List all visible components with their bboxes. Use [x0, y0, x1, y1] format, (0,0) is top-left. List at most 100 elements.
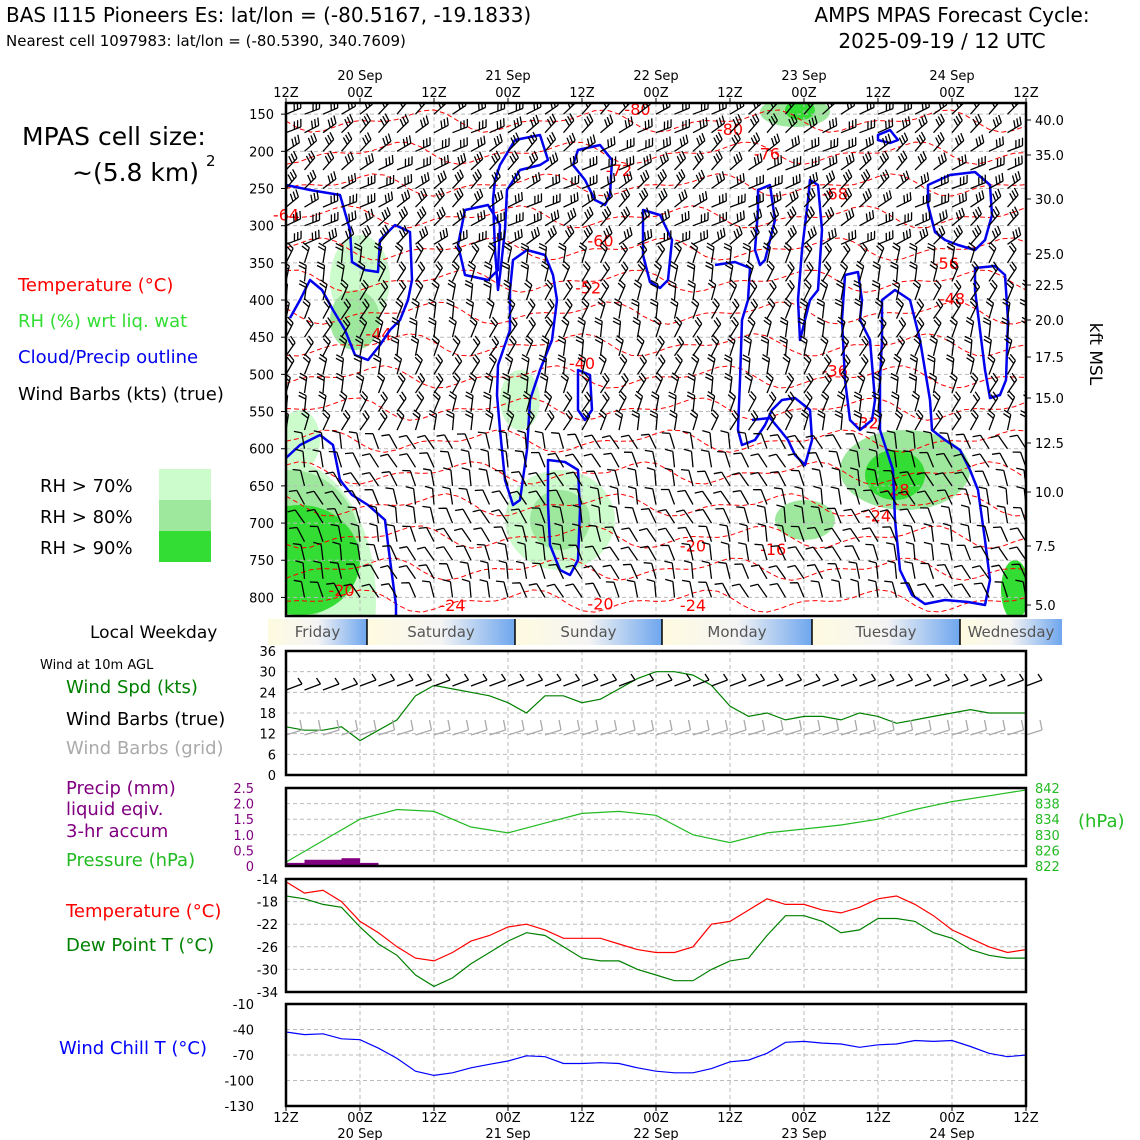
wind-barb: [698, 581, 713, 598]
wind-barb: [885, 542, 898, 561]
wind-barb: [544, 225, 557, 245]
wind-barb: [415, 156, 432, 171]
wind-barb: [692, 169, 706, 189]
wind-barb: [633, 279, 643, 301]
wind-barb: [694, 490, 713, 505]
wind-barb-true: [489, 673, 507, 687]
wind-barb: [405, 486, 417, 505]
weekday-segment: [515, 619, 662, 645]
wind-barb: [433, 227, 449, 245]
wind-barb: [700, 449, 713, 468]
wind-barb: [396, 173, 413, 190]
wind-barb: [359, 298, 370, 319]
wind-barb: [923, 541, 935, 561]
temperature-contour-label: -80: [717, 120, 743, 139]
wind-barb: [377, 279, 389, 301]
wind-barb: [353, 354, 363, 375]
wind-barb: [618, 206, 631, 227]
bottom-tick-label: 12Z: [421, 1111, 447, 1126]
temperature-contour-label: -20: [587, 594, 613, 613]
wind-barb: [785, 206, 797, 227]
wind-barb: [599, 242, 608, 264]
wind-barb: [391, 316, 400, 338]
temperature-contour: [286, 589, 1026, 613]
wind-barb: [359, 113, 371, 134]
wind-barb: [904, 560, 916, 579]
wind-barb: [840, 354, 851, 375]
wind-barb: [640, 545, 657, 561]
wind-barb: [988, 225, 1002, 245]
wind-barb: [355, 335, 364, 356]
wind-barb: [655, 136, 672, 152]
wind-barb: [317, 242, 327, 263]
wind-barb: [748, 192, 764, 208]
temperature-contour: [286, 333, 1026, 357]
wind-barb: [286, 118, 302, 134]
wind-barb: [399, 453, 417, 468]
wind-barb: [414, 391, 425, 412]
wind-barb: [879, 509, 898, 524]
wind-barb: [877, 316, 887, 338]
kft-tick-label: 22.5: [1035, 279, 1064, 294]
wind-barb: [935, 452, 953, 468]
wind-barb: [909, 261, 918, 282]
pressure-tick-label: 250: [249, 183, 274, 198]
wind-barb: [766, 260, 775, 282]
wind-barb: [436, 434, 454, 450]
wind-barb: [340, 316, 351, 338]
wind-barb: [467, 260, 476, 282]
wind-barb: [602, 546, 620, 561]
wind-barb: [797, 317, 807, 338]
wind-barb: [933, 113, 945, 134]
wind-barb: [632, 316, 641, 338]
wind-barb: [894, 409, 904, 431]
wind-barb: [298, 279, 308, 301]
wind-barb: [517, 541, 528, 561]
wind-barb: [640, 508, 657, 524]
wind-barb: [841, 103, 842, 104]
wind-barb: [531, 507, 546, 524]
wind-barb-true: [766, 673, 784, 687]
wind-barb: [359, 316, 368, 338]
wind-barb: [544, 131, 557, 152]
wind-barb: [1007, 103, 1020, 115]
wind-barb: [581, 134, 596, 152]
wind-barb: [581, 113, 594, 134]
wind-barb: [979, 504, 990, 524]
wind-barb: [348, 431, 361, 449]
wind-barb: [879, 490, 898, 505]
wind-barb: [868, 560, 879, 579]
wind-barb: [547, 452, 565, 468]
wind-barb: [359, 103, 374, 115]
wind-barb: [853, 391, 863, 412]
wind-barb-true: [322, 677, 340, 691]
temperature-contour-label: -60: [587, 232, 613, 251]
wind-barb: [470, 168, 482, 189]
kft-tick-label: 17.5: [1035, 351, 1064, 366]
wind-barb: [565, 453, 583, 468]
wind-barb: [377, 409, 388, 431]
wind-barb: [840, 187, 853, 208]
wind-barb: [378, 207, 391, 227]
wind-barb: [438, 563, 454, 580]
wind-barb: [613, 298, 623, 319]
wind-barb: [1025, 373, 1026, 375]
wind-barb: [1006, 242, 1017, 264]
wind-barb: [683, 560, 694, 579]
wind-barb: [489, 118, 505, 134]
wind-barb: [376, 372, 386, 394]
wind-barb: [328, 450, 343, 468]
wind-barb: [541, 335, 550, 356]
temperature-contour: [286, 429, 1026, 453]
wind-barb: [286, 335, 296, 357]
weekday-segment: [268, 619, 367, 645]
top-tick-label: 00Z: [939, 86, 965, 101]
wind-barb: [767, 103, 769, 104]
wind-barb: [945, 354, 955, 375]
wind-barb: [1012, 451, 1026, 468]
wind-barb: [398, 434, 417, 450]
wind-barb: [563, 154, 579, 171]
pressure-tick-label: 830: [1035, 829, 1060, 844]
wind-barb: [892, 242, 901, 263]
wind-barb: [612, 317, 622, 338]
